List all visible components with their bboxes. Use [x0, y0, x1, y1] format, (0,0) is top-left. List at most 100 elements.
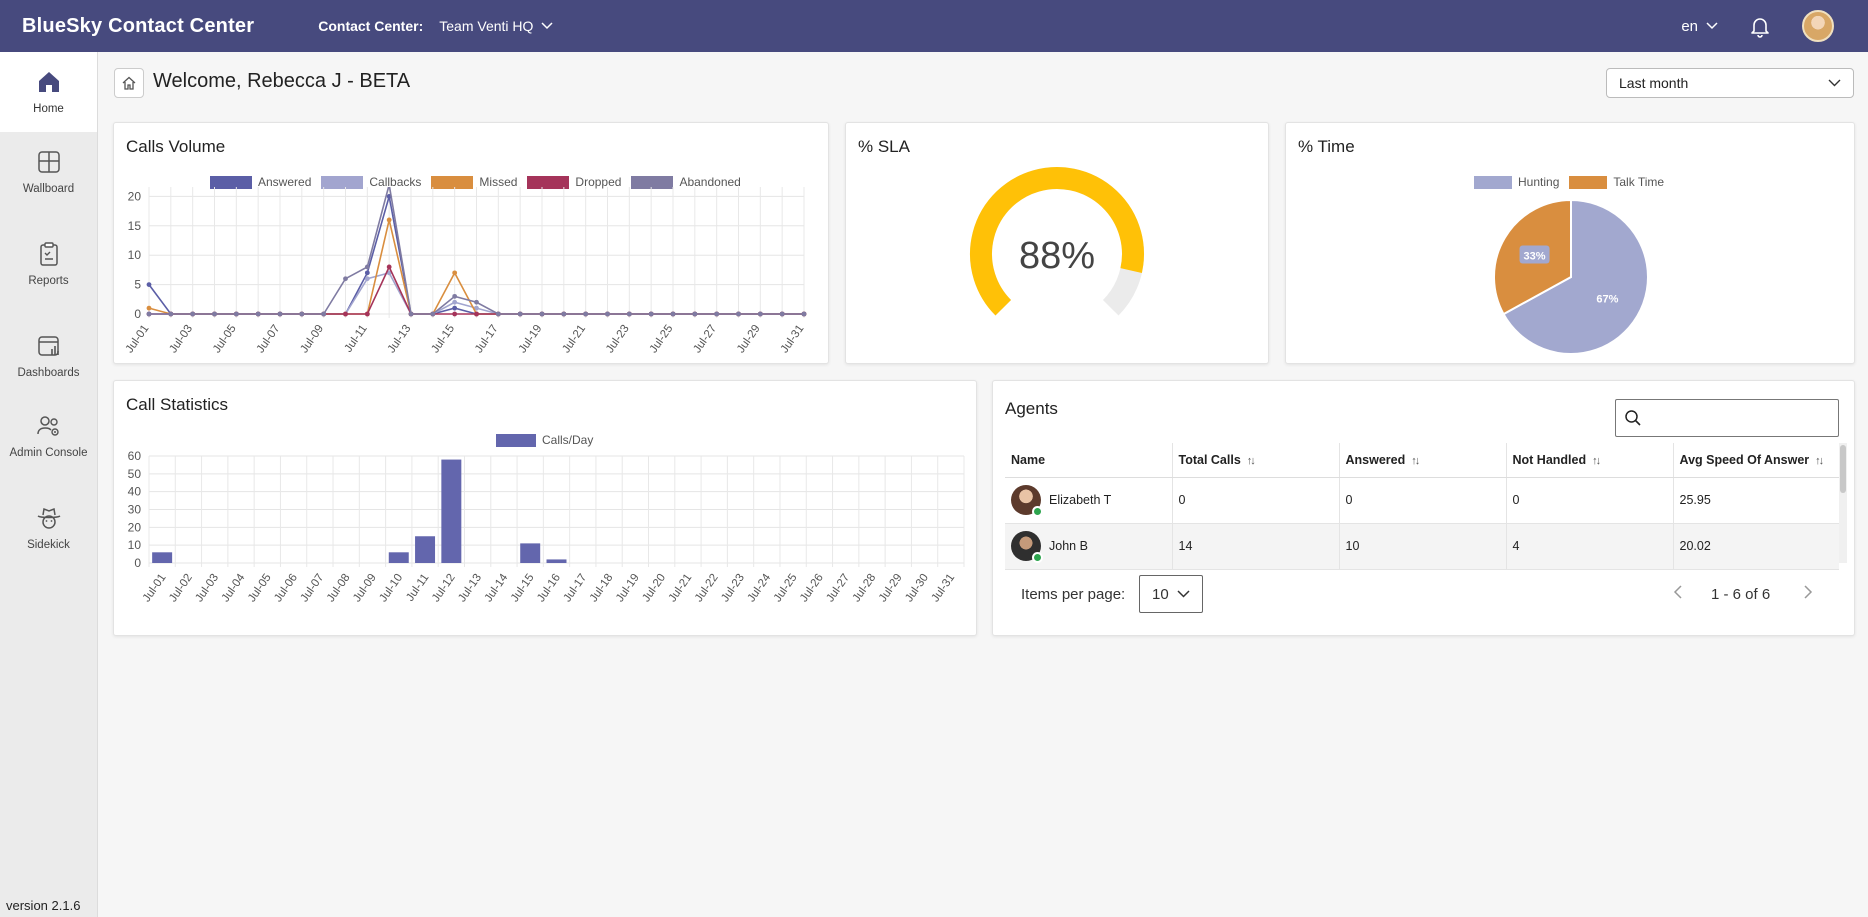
cowboy-icon [37, 507, 60, 529]
contact-center-select[interactable]: Team Venti HQ [439, 18, 553, 34]
sla-value-label: 88% [1019, 235, 1095, 277]
column-header-avg-speed[interactable]: Avg Speed Of Answer ↑↓ [1673, 443, 1839, 478]
agents-search-input[interactable] [1648, 410, 1828, 426]
x-tick-label: Jul-25 [648, 323, 676, 356]
items-per-page-select[interactable]: 10 [1139, 575, 1203, 613]
agents-card: Agents Name Total Calls ↑↓ Answered ↑↓ Not… [992, 380, 1855, 636]
sidebar-item-label: Reports [28, 275, 69, 287]
next-page-icon[interactable] [1803, 584, 1813, 600]
sidebar-item-home[interactable]: Home [0, 52, 97, 132]
x-tick-label: Jul-15 [509, 572, 537, 605]
table-header-row: Name Total Calls ↑↓ Answered ↑↓ Not Handle… [1005, 443, 1839, 478]
scrollbar-thumb[interactable] [1840, 445, 1846, 493]
x-tick-label: Jul-06 [272, 572, 300, 605]
x-tick-label: Jul-01 [124, 323, 152, 356]
bell-icon[interactable] [1748, 14, 1772, 38]
data-point [583, 311, 589, 317]
data-point [146, 311, 152, 317]
legend-abandoned[interactable]: Abandoned [631, 175, 741, 189]
x-tick-label: Jul-24 [745, 571, 773, 604]
previous-page-icon[interactable] [1673, 584, 1683, 600]
y-tick-label: 5 [134, 278, 141, 292]
x-tick-label: Jul-12 [430, 572, 458, 605]
pie-slice-label: 67% [1596, 294, 1618, 306]
sort-icon[interactable]: ↑↓ [1815, 454, 1824, 467]
x-tick-label: Jul-30 [903, 572, 931, 605]
legend-calls-per-day[interactable]: Calls/Day [496, 433, 593, 447]
sidebar-item-dashboards[interactable]: Dashboards [0, 316, 97, 396]
calls-volume-card: Calls Volume Answered Callbacks Missed D… [113, 122, 829, 364]
data-point [364, 270, 370, 276]
x-tick-label: Jul-23 [719, 572, 747, 605]
sidebar-item-label: Wallboard [22, 183, 75, 195]
language-value: en [1681, 17, 1698, 35]
x-tick-label: Jul-18 [588, 572, 616, 605]
legend-dropped[interactable]: Dropped [527, 175, 621, 189]
sidebar-item-reports[interactable]: Reports [0, 224, 97, 304]
data-point [692, 311, 698, 317]
data-point [452, 311, 458, 317]
sidebar-item-label: Admin Console [9, 447, 88, 459]
legend-callbacks[interactable]: Callbacks [321, 175, 421, 189]
data-point [343, 311, 348, 317]
sort-icon[interactable]: ↑↓ [1411, 454, 1420, 467]
x-tick-label: Jul-09 [298, 323, 326, 356]
legend-answered[interactable]: Answered [210, 175, 311, 189]
agents-title: Agents [1005, 399, 1058, 418]
column-header-total-calls[interactable]: Total Calls ↑↓ [1172, 443, 1340, 478]
x-tick-label: Jul-25 [772, 572, 800, 605]
x-tick-label: Jul-17 [473, 323, 501, 356]
x-tick-label: Jul-07 [299, 572, 327, 605]
x-tick-label: Jul-27 [824, 572, 852, 605]
table-row[interactable]: Elizabeth T 0 0 0 25.95 [1005, 477, 1839, 524]
chevron-down-icon [1828, 79, 1841, 87]
pie-label-bg [1519, 245, 1550, 264]
bar [152, 552, 173, 563]
table-scrollbar[interactable] [1839, 443, 1847, 563]
y-tick-label: 20 [128, 520, 142, 534]
legend-missed[interactable]: Missed [431, 175, 517, 189]
pie-slice-hunting [1502, 198, 1649, 355]
sort-icon[interactable]: ↑↓ [1592, 454, 1601, 467]
x-tick-label: Jul-09 [351, 572, 379, 605]
period-select[interactable]: Last month [1606, 68, 1854, 98]
agent-avatar [1011, 531, 1043, 563]
version-label: version 2.1.6 [6, 898, 81, 913]
contact-center-value: Team Venti HQ [439, 18, 534, 34]
legend-talk-time[interactable]: Talk Time [1569, 175, 1664, 189]
chevron-down-icon [1177, 590, 1190, 598]
sort-icon[interactable]: ↑↓ [1246, 454, 1256, 467]
column-header-answered[interactable]: Answered ↑↓ [1339, 443, 1507, 478]
language-select[interactable]: en [1681, 18, 1718, 35]
data-point [452, 305, 458, 311]
y-tick-label: 60 [128, 449, 142, 463]
column-header-name: Name [1005, 443, 1173, 478]
y-tick-label: 0 [134, 556, 141, 570]
admin-users-icon [36, 416, 59, 436]
call-statistics-legend: Calls/Day [496, 433, 593, 447]
data-point [452, 293, 458, 299]
top-bar: BlueSky Contact Center Contact Center: T… [0, 0, 1868, 52]
sidebar-item-sidekick[interactable]: Sidekick [0, 488, 97, 568]
x-tick-label: Jul-20 [640, 572, 668, 605]
bar [388, 552, 409, 563]
x-tick-label: Jul-11 [342, 323, 369, 355]
x-tick-label: Jul-26 [798, 572, 826, 605]
table-row[interactable]: John B 14 10 4 20.02 [1005, 523, 1839, 570]
data-point [539, 311, 545, 317]
column-header-not-handled[interactable]: Not Handled ↑↓ [1506, 443, 1674, 478]
x-tick-label: Jul-05 [246, 572, 274, 605]
data-point [648, 311, 654, 317]
call-statistics-title: Call Statistics [126, 395, 229, 414]
user-avatar[interactable] [1802, 10, 1834, 42]
data-point [757, 311, 763, 317]
calls-volume-grid [148, 187, 805, 318]
sidebar-item-admin-console[interactable]: Admin Console [0, 396, 97, 476]
home-button[interactable] [114, 68, 144, 98]
agents-search-box[interactable] [1615, 399, 1839, 437]
gauge-value-arc [970, 167, 1144, 316]
data-point [452, 299, 458, 305]
sidebar-item-wallboard[interactable]: Wallboard [0, 132, 97, 212]
legend-hunting[interactable]: Hunting [1474, 175, 1559, 189]
y-tick-label: 40 [128, 485, 142, 499]
